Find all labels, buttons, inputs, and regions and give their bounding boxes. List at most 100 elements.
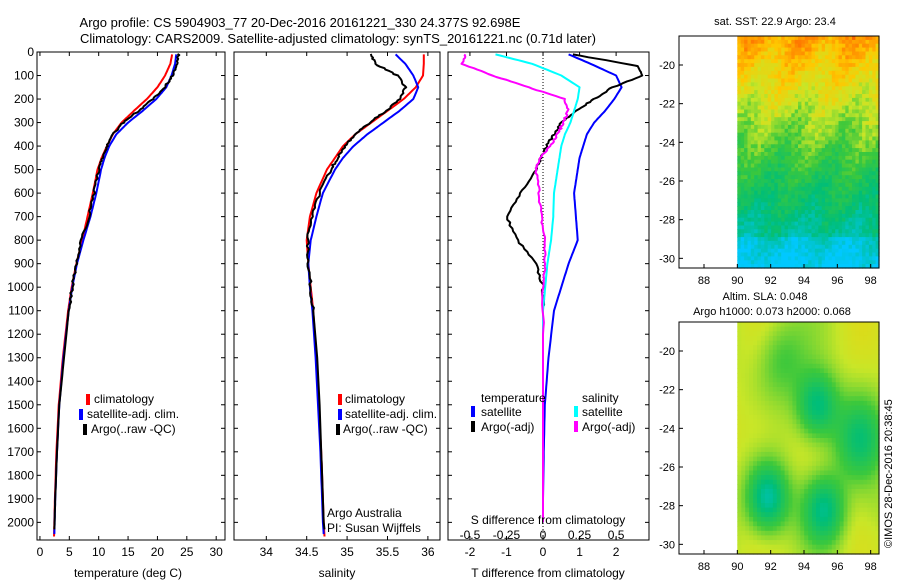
sla-cell	[835, 540, 841, 546]
sla-cell	[871, 479, 876, 485]
sst-cell	[754, 264, 759, 269]
sla-cell	[812, 363, 817, 369]
sla-cell	[823, 424, 829, 430]
sst-cell	[845, 109, 850, 114]
sst-cell	[798, 105, 802, 111]
sla-cell	[737, 516, 742, 523]
sla-cell	[851, 400, 856, 407]
sla-cell	[760, 387, 766, 393]
sst-cell	[875, 63, 880, 68]
sst-cell	[740, 179, 745, 184]
sst-cell	[801, 190, 806, 196]
sst-cell	[757, 202, 762, 207]
sst-cell	[875, 74, 880, 80]
sst-cell	[777, 240, 782, 246]
sst-cell	[831, 36, 836, 41]
sst-cell	[808, 155, 813, 161]
sla-cell	[831, 470, 837, 476]
sst-cell	[771, 47, 776, 53]
sla-cell	[796, 377, 801, 383]
sst-cell	[828, 179, 833, 184]
sst-cell	[835, 39, 840, 45]
sst-cell	[814, 252, 819, 257]
sst-cell	[777, 144, 782, 149]
sla-cell	[749, 516, 754, 523]
depth-tick-label: 500	[14, 163, 34, 177]
sla-cell	[796, 540, 801, 546]
sst-cell	[750, 132, 755, 138]
sla-cell	[820, 465, 825, 471]
sla-cell	[863, 465, 868, 471]
sla-cell	[851, 331, 856, 337]
temperature-x-axis: 0 5 10 15 20 25 30	[37, 52, 223, 559]
sla-cell	[780, 507, 786, 513]
sst-cell	[838, 94, 843, 99]
sla-cell	[741, 326, 746, 332]
sla-cell	[827, 382, 833, 388]
sst-cell	[835, 86, 840, 91]
sst-cell	[744, 124, 749, 130]
sst-cell	[855, 240, 860, 246]
sst-cell	[825, 260, 829, 265]
sla-cell	[827, 373, 833, 379]
sst-cell	[852, 221, 856, 227]
sla-cell	[780, 433, 786, 439]
sst-cell	[835, 159, 840, 165]
sla-cell	[820, 349, 825, 355]
sla-cell	[831, 433, 837, 439]
sla-cell	[796, 442, 801, 448]
sst-cell	[791, 252, 796, 257]
sla-cell	[823, 387, 829, 393]
sst-cell	[798, 194, 802, 199]
sst-cell	[828, 90, 833, 95]
sla-cell	[808, 428, 813, 434]
sla-cell	[827, 345, 833, 351]
sla-cell	[808, 354, 813, 360]
sst-cell	[750, 70, 755, 76]
sst-cell	[740, 51, 745, 56]
sst-cell	[764, 109, 769, 114]
sla-cell	[816, 503, 821, 509]
sst-cell	[771, 74, 776, 80]
sst-cell	[801, 66, 806, 72]
sst-cell	[818, 78, 823, 83]
sst-cell	[777, 221, 782, 227]
sla-cell	[843, 391, 849, 397]
x-tick-label: 0	[540, 545, 547, 559]
sla-cell	[835, 451, 841, 458]
sst-cell	[747, 121, 752, 126]
sst-cell	[747, 128, 752, 134]
sst-cell	[865, 105, 870, 111]
sla-cell	[820, 322, 825, 328]
sst-cell	[784, 190, 789, 196]
sst-cell	[798, 63, 802, 68]
sst-cell	[767, 233, 772, 238]
depth-tick-label: 0	[27, 45, 34, 59]
sst-cell	[848, 128, 853, 134]
sla-cell	[851, 335, 856, 342]
sla-cell	[784, 368, 790, 374]
sla-cell	[753, 507, 758, 513]
sla-cell	[745, 470, 750, 476]
sla-cell	[827, 461, 833, 467]
sst-cell	[764, 225, 769, 230]
sla-cell	[827, 396, 833, 402]
sla-cell	[863, 354, 868, 360]
map-y-tick-label: -24	[659, 423, 675, 435]
sst-cell	[767, 105, 772, 111]
sla-cell	[776, 489, 782, 495]
sla-cell	[843, 354, 849, 360]
sla-cell	[772, 475, 778, 481]
sst-cell	[798, 55, 802, 60]
sla-cell	[827, 516, 833, 523]
sst-cell	[771, 66, 776, 72]
sst-cell	[818, 132, 823, 138]
sla-cell	[808, 340, 813, 346]
sla-cell	[835, 465, 841, 471]
sla-cell	[843, 396, 849, 402]
sst-cell	[777, 233, 782, 238]
sla-cell	[780, 335, 786, 342]
sst-cell	[814, 59, 819, 64]
sla-cell	[764, 340, 770, 346]
sst-cell	[841, 51, 846, 56]
